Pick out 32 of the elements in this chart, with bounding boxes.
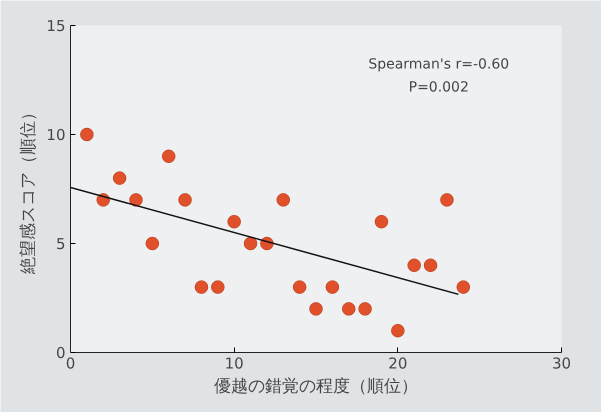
y-tick-label: 5 bbox=[56, 235, 66, 253]
annotation: P=0.002 bbox=[408, 80, 469, 96]
point bbox=[80, 128, 94, 142]
point bbox=[178, 193, 192, 207]
point bbox=[374, 214, 388, 228]
point bbox=[146, 236, 160, 250]
annotation: Spearman's r=-0.60 bbox=[368, 56, 510, 73]
x-tick-label: 10 bbox=[224, 354, 244, 372]
point bbox=[162, 150, 176, 164]
point bbox=[326, 280, 340, 294]
point bbox=[424, 258, 438, 272]
point bbox=[112, 171, 126, 185]
point bbox=[358, 302, 372, 316]
x-axis-title: 優越の錯覚の程度（順位） bbox=[214, 376, 418, 396]
point bbox=[309, 302, 323, 316]
y-axis-title: 絶望感スコア（順位） bbox=[18, 104, 38, 275]
x-tick-label: 20 bbox=[388, 354, 408, 372]
point bbox=[407, 258, 421, 272]
point bbox=[440, 193, 454, 207]
point bbox=[244, 236, 258, 250]
point bbox=[276, 193, 290, 207]
point bbox=[391, 324, 405, 338]
point bbox=[194, 280, 208, 294]
point bbox=[342, 302, 356, 316]
point bbox=[211, 280, 225, 294]
y-tick-label: 10 bbox=[46, 126, 66, 144]
point bbox=[456, 280, 470, 294]
point bbox=[292, 280, 306, 294]
point bbox=[129, 193, 143, 207]
point bbox=[227, 214, 241, 228]
x-tick-label: 30 bbox=[552, 354, 572, 372]
y-tick-label: 15 bbox=[46, 17, 66, 35]
